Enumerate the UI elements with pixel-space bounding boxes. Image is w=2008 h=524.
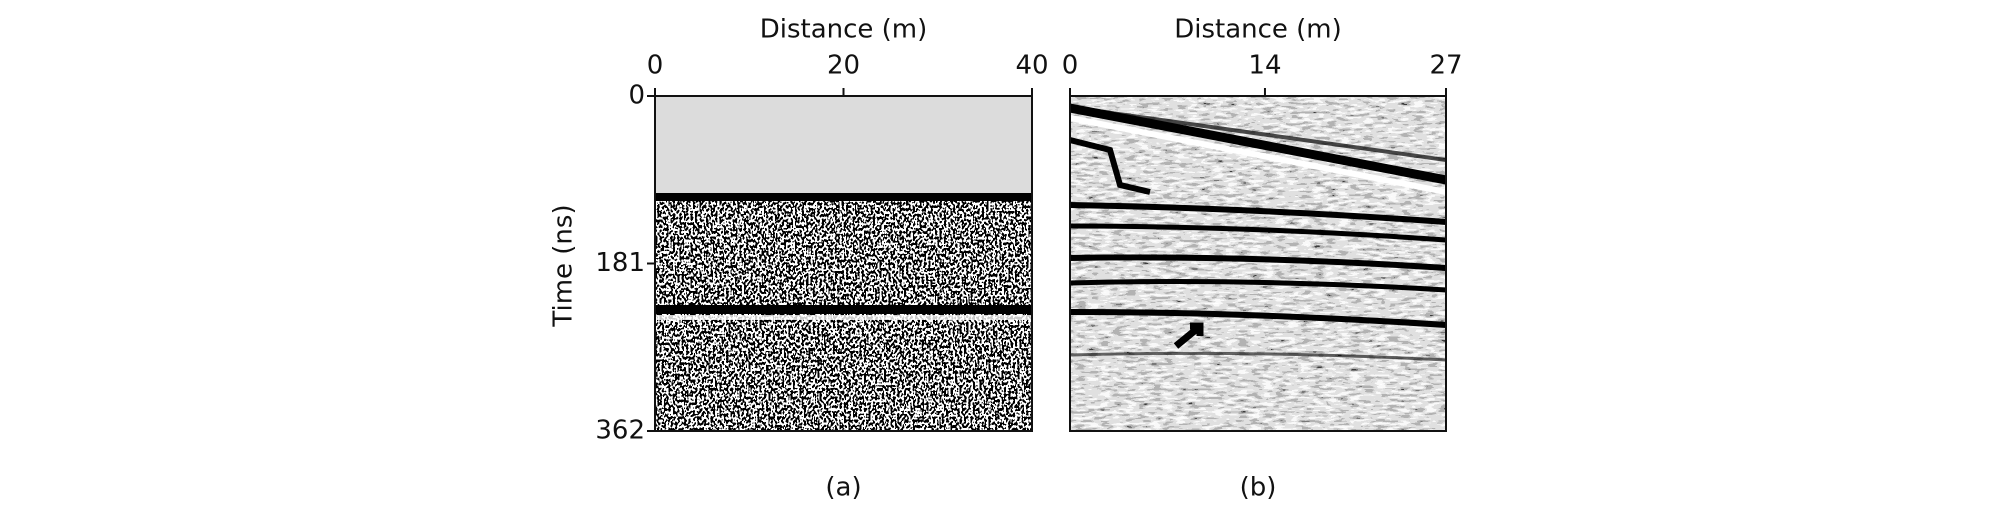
reflector xyxy=(1070,103,1446,185)
radargram-a xyxy=(655,96,1032,431)
x-tick-label: 0 xyxy=(647,51,664,81)
y-tick-label: 181 xyxy=(595,248,645,278)
reflector xyxy=(1070,223,1446,243)
panel-caption: (b) xyxy=(1240,473,1277,503)
reflector xyxy=(1070,115,1446,195)
reflector xyxy=(1070,309,1446,328)
reflector xyxy=(655,305,1032,314)
reflector xyxy=(655,315,1032,320)
reflector xyxy=(1070,254,1446,271)
arrow xyxy=(1173,322,1204,349)
y-tick-label: 362 xyxy=(595,416,645,446)
reflector xyxy=(1070,137,1151,195)
reflector xyxy=(655,193,1032,201)
frame xyxy=(1069,95,1447,432)
reflector xyxy=(1070,279,1446,293)
x-axis-title: Distance (m) xyxy=(760,15,928,45)
y-axis-title: Time (ns) xyxy=(549,204,579,327)
panel-caption: (a) xyxy=(825,473,861,503)
air-region xyxy=(655,96,1032,193)
reflector xyxy=(1070,202,1446,225)
radargram-b xyxy=(1070,96,1446,431)
x-tick-label: 40 xyxy=(1015,51,1048,81)
x-tick-label: 14 xyxy=(1248,51,1281,81)
x-tick-label: 27 xyxy=(1429,51,1462,81)
reflector xyxy=(1089,108,1446,162)
x-tick-label: 0 xyxy=(1062,51,1079,81)
x-tick-label: 20 xyxy=(827,51,860,81)
x-axis-title: Distance (m) xyxy=(1174,15,1342,45)
reflector xyxy=(1070,351,1446,362)
y-tick-label: 0 xyxy=(628,81,645,111)
